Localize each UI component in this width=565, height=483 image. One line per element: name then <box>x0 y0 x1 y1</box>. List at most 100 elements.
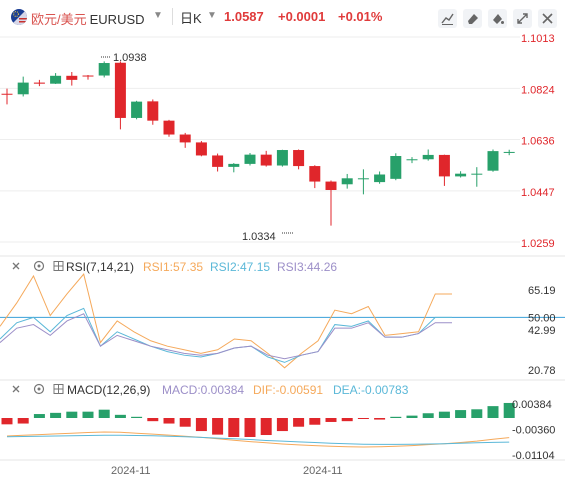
macd-tick-label: 0.00384 <box>512 399 552 411</box>
period-label: 日K <box>180 11 202 26</box>
symbol-code: EURUSD <box>89 12 145 27</box>
macd-tick-label: -0.01104 <box>512 450 555 462</box>
candle-body <box>114 62 126 118</box>
candle-body <box>17 82 29 95</box>
macd-bar <box>195 418 207 432</box>
rsi-header: RSI(7,14,21) RSI1:57.35 RSI2:47.15 RSI3:… <box>12 260 337 274</box>
macd-bar <box>503 402 515 418</box>
macd-settings-icon[interactable] <box>33 383 45 395</box>
eraser-button[interactable] <box>463 9 482 28</box>
eu-us-flag-icon <box>11 9 27 25</box>
macd-title: MACD(12,26,9) <box>67 383 150 397</box>
rsi-series-2 <box>0 307 452 363</box>
eraser-icon <box>468 14 478 24</box>
candle-body <box>438 154 450 177</box>
top-bar: 欧元/美元 EURUSD ▼ 日K ▼ 1.0587 +0.0001 +0.01% <box>0 0 565 32</box>
low-annotation: 1.0334 <box>242 231 276 243</box>
candle-body <box>406 159 418 161</box>
macd-series <box>1 402 515 448</box>
x-label-2: 2024-11 <box>303 465 343 477</box>
candle-body <box>260 154 272 166</box>
candle-body <box>228 163 240 167</box>
price-tick-label: 1.0636 <box>521 136 555 148</box>
rsi-settings-icon[interactable] <box>33 260 45 272</box>
candle-body <box>244 154 256 164</box>
price-tick-label: 1.0824 <box>521 84 555 96</box>
macd-bar <box>244 418 256 437</box>
candle-body <box>357 178 369 180</box>
macd-bar <box>147 418 159 422</box>
rsi-tick-label: 42.99 <box>528 325 556 337</box>
candle-body <box>131 101 143 118</box>
macd-bar <box>309 418 321 425</box>
macd-bar <box>455 410 467 418</box>
macd-bar <box>357 418 369 419</box>
candle-body <box>309 166 321 182</box>
candle-body <box>390 156 402 179</box>
candle-body <box>82 75 94 77</box>
macd-bar <box>276 418 288 432</box>
macd-bar <box>66 411 78 418</box>
price-change: +0.0001 <box>278 9 326 24</box>
fullscreen-button[interactable] <box>513 9 532 28</box>
macd-bar <box>293 418 305 427</box>
macd-bar <box>33 414 45 418</box>
symbol-selector[interactable]: 欧元/美元 EURUSD <box>31 9 145 28</box>
macd-bar <box>471 409 483 418</box>
macd-bar <box>179 418 191 427</box>
symbol-name-cn: 欧元/美元 <box>31 12 87 27</box>
macd-bar <box>390 416 402 418</box>
fill-button[interactable] <box>488 9 507 28</box>
close-button[interactable] <box>538 9 557 28</box>
macd-bar <box>212 418 224 435</box>
candle-body <box>98 63 110 76</box>
candle-body <box>33 82 45 84</box>
candle-body <box>179 134 191 143</box>
candle-body <box>374 174 386 183</box>
rsi-series-1 <box>0 273 452 369</box>
macd-bar <box>1 418 13 425</box>
macd-bar <box>228 418 240 437</box>
rsi-close-icon[interactable] <box>12 262 20 270</box>
macd-indicator-icon[interactable] <box>53 384 64 394</box>
macd-bar <box>50 412 62 418</box>
rsi-tick-label: 20.78 <box>528 365 556 377</box>
price-change-pct: +0.01% <box>338 9 383 24</box>
dea-legend: DEA:-0.00783 <box>333 383 409 397</box>
macd-close-icon[interactable] <box>12 385 20 393</box>
price-axis: 1.1013 1.0824 1.0636 1.0447 1.0259 <box>521 33 555 250</box>
candle-body <box>276 150 288 166</box>
grid-lines <box>0 36 520 243</box>
macd-bar <box>341 418 353 422</box>
macd-bar <box>163 418 175 424</box>
macd-bar <box>487 406 499 418</box>
x-label-1: 2024-11 <box>111 465 151 477</box>
candle-body <box>195 142 207 156</box>
period-chevron-down-icon[interactable]: ▼ <box>207 10 217 21</box>
macd-bar <box>374 418 386 420</box>
draw-line-button[interactable] <box>438 9 457 28</box>
candle-body <box>455 173 467 177</box>
fill-icon <box>493 14 504 24</box>
candle-body <box>471 173 483 175</box>
rsi-indicator-icon[interactable] <box>53 261 64 271</box>
candle-body <box>503 151 515 153</box>
period-selector[interactable]: 日K <box>180 8 202 27</box>
macd-bar <box>325 418 337 422</box>
candle-body <box>1 93 13 95</box>
macd-bar <box>82 411 94 418</box>
macd-legend: MACD:0.00384 <box>162 383 244 397</box>
macd-bar <box>438 411 450 418</box>
chevron-down-icon[interactable]: ▼ <box>153 10 163 21</box>
last-price: 1.0587 <box>224 9 264 24</box>
high-annotation: 1.0938 <box>113 52 147 64</box>
rsi-series-3 <box>0 313 452 360</box>
rsi-tick-label: 65.19 <box>528 285 556 297</box>
macd-axis: 0.00384 -0.00360 -0.01104 <box>512 399 555 462</box>
candle-body <box>341 178 353 185</box>
candle-body <box>212 155 224 167</box>
candle-body <box>50 75 62 84</box>
rsi-title: RSI(7,14,21) <box>66 260 134 274</box>
candle-body <box>422 154 434 160</box>
